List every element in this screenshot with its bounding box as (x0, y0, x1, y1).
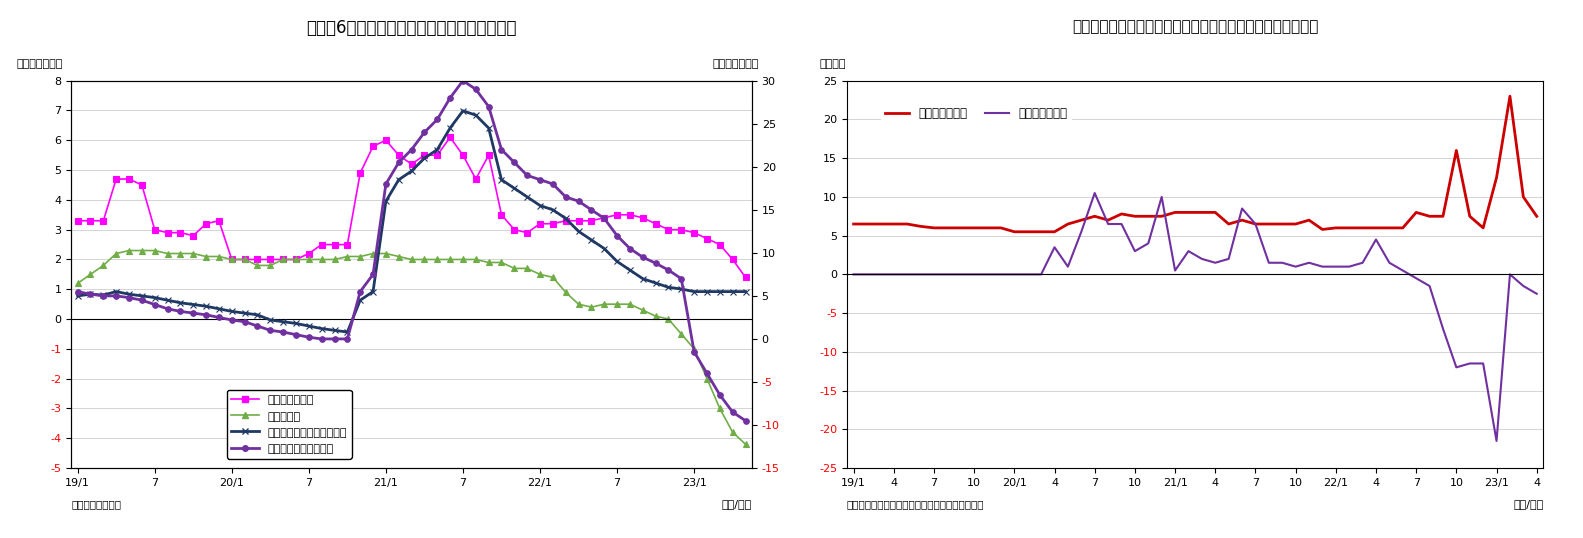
Legend: 日銀券発行残高, 貨幣流通高, マネタリーベース（右軸）, 日銀当座預金（右軸）: 日銀券発行残高, 貨幣流通高, マネタリーベース（右軸）, 日銀当座預金（右軸） (226, 390, 351, 458)
Text: （前年比、％）: （前年比、％） (712, 59, 758, 69)
Text: （前年比、％）: （前年比、％） (17, 59, 63, 69)
Text: （図表７）日銀の国債買入れ額とコロナオペ（月次フロー）: （図表７）日銀の国債買入れ額とコロナオペ（月次フロー） (1072, 19, 1319, 34)
Text: （年/月）: （年/月） (1513, 499, 1543, 509)
Legend: 長期国債買入額, コロナオペ増減: 長期国債買入額, コロナオペ増減 (880, 102, 1072, 124)
Text: （兆円）: （兆円） (818, 59, 845, 69)
Text: （資料）日銀データよりニッセイ基礎研究所作成: （資料）日銀データよりニッセイ基礎研究所作成 (847, 499, 985, 509)
Text: （図表6）　マネタリーベースと内訳（平残）: （図表6） マネタリーベースと内訳（平残） (307, 19, 516, 37)
Text: （資料）日本銀行: （資料）日本銀行 (71, 499, 122, 509)
Text: （年/月）: （年/月） (722, 499, 752, 509)
